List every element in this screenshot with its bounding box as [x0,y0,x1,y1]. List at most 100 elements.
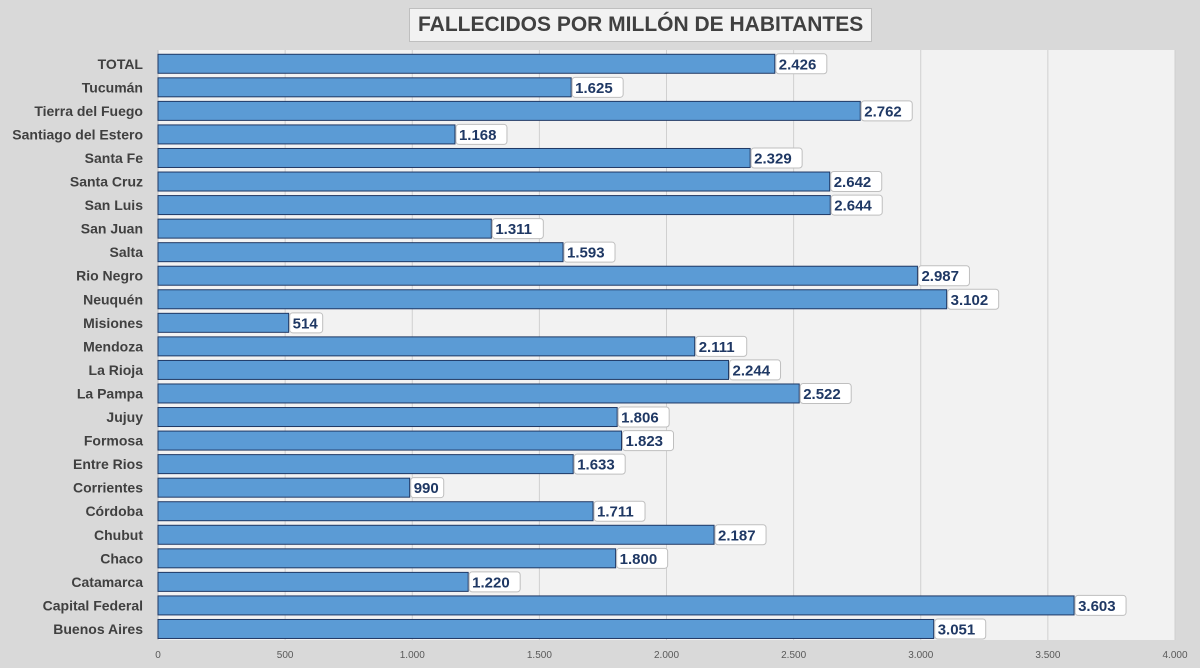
data-label: 1.823 [625,433,663,450]
bar [157,595,1075,616]
category-label: Chubut [94,527,143,543]
data-label-box [695,335,748,357]
category-label: Jujuy [106,409,143,425]
data-label: 2.522 [803,386,841,403]
bar [157,77,572,98]
bar [157,430,622,451]
bar [157,53,776,74]
data-label: 1.168 [459,127,497,144]
data-label-box [593,500,646,522]
category-label: Santa Fe [85,150,144,166]
bar [157,571,469,592]
category-label: Chaco [100,550,143,566]
bar [157,407,618,428]
x-tick-label: 500 [277,650,294,661]
data-label: 3.051 [938,621,976,638]
data-label-box [1074,594,1127,616]
bar [157,171,831,192]
bar [157,265,918,286]
data-label-box [799,382,852,404]
data-label: 2.187 [718,527,756,544]
chart-title: FALLECIDOS POR MILLÓN DE HABITANTES [409,8,873,42]
bar [157,195,831,216]
x-tick-label: 1.000 [400,650,425,661]
category-label: Rio Negro [76,268,143,284]
bar [157,477,411,498]
bar [157,524,715,545]
category-label: Entre Rios [73,456,143,472]
category-label: San Juan [81,221,143,237]
data-label: 2.642 [834,174,872,191]
data-label-box [714,524,767,546]
bar [157,548,617,569]
category-label: Neuquén [83,291,143,307]
data-label-box [830,171,883,193]
data-label-box [563,241,616,263]
data-label-box [729,359,782,381]
bar [157,359,730,380]
bar [157,289,948,310]
bar [157,312,290,333]
bar [157,147,751,168]
category-label: Santa Cruz [70,174,143,190]
x-tick-label: 3.500 [1035,650,1060,661]
data-label-box [468,571,521,593]
bar [157,501,594,522]
data-label-box [750,147,803,169]
data-label: 990 [414,480,439,497]
data-label-box [934,618,987,640]
category-label: Formosa [84,433,143,449]
data-label: 1.800 [620,551,658,568]
category-label: La Pampa [77,385,143,401]
bar [157,618,935,639]
category-label: TOTAL [98,56,144,72]
bar [157,454,574,475]
data-label: 1.220 [472,574,510,591]
data-label-box [621,430,674,452]
bar [157,242,564,263]
category-label: Corrientes [73,480,143,496]
x-tick-label: 0 [155,650,161,661]
category-label: Tierra del Fuego [34,103,143,119]
x-tick-label: 1.500 [527,650,552,661]
bar [157,124,456,145]
data-label-box [571,76,624,98]
data-label: 1.625 [575,80,613,97]
data-label: 2.762 [864,103,902,120]
data-label-box [775,53,828,75]
data-label-box [917,265,970,287]
data-label: 2.987 [921,268,959,285]
data-label-box [617,406,670,428]
category-label: Catamarca [71,574,143,590]
data-label-box [289,312,324,334]
category-label: La Rioja [89,362,144,378]
category-label: Salta [110,244,144,260]
category-label: San Luis [85,197,144,213]
category-label: Córdoba [85,503,143,519]
data-label: 514 [293,315,319,332]
data-label: 1.711 [597,504,634,521]
bar [157,336,696,357]
data-label-box [616,547,669,569]
data-label-box [491,218,544,240]
category-label: Capital Federal [43,597,143,613]
data-label-box [947,288,1000,310]
category-label: Buenos Aires [53,621,143,637]
data-label: 3.603 [1078,598,1116,615]
data-label: 2.111 [699,339,735,356]
data-label-box [573,453,626,475]
category-label: Tucumán [82,79,143,95]
category-label: Santiago del Estero [12,126,143,142]
data-label: 1.633 [577,457,615,474]
data-label: 1.311 [495,221,532,238]
data-label: 1.806 [621,410,659,427]
data-label: 3.102 [951,292,989,309]
bar [157,383,800,404]
data-label: 2.244 [733,362,771,379]
bar [157,100,861,121]
x-tick-label: 2.000 [654,650,679,661]
category-label: Misiones [83,315,143,331]
x-tick-label: 2.500 [781,650,806,661]
